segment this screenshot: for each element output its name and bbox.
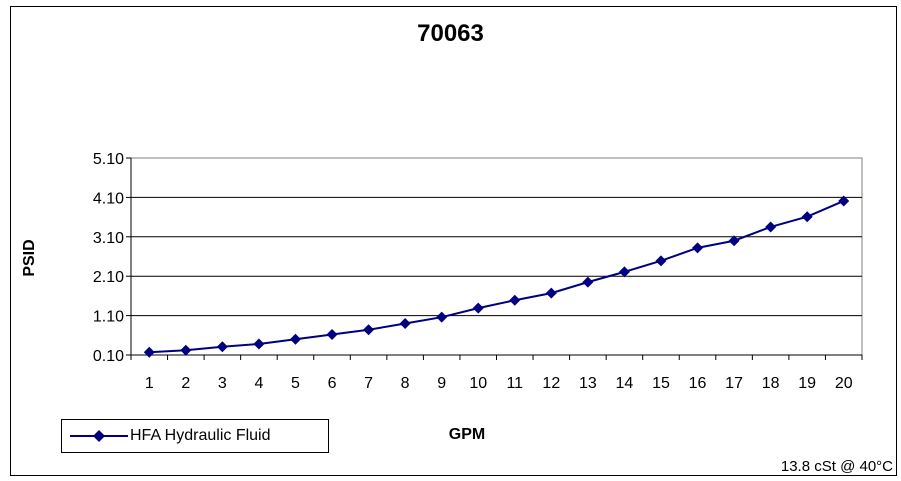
data-point xyxy=(180,344,192,356)
y-tick-label: 0.10 xyxy=(93,348,124,365)
x-tick-label: 1 xyxy=(145,375,154,392)
series-line xyxy=(149,200,845,354)
x-tick-label: 11 xyxy=(506,375,523,392)
x-tick-label: 9 xyxy=(437,375,446,392)
data-point xyxy=(436,311,448,323)
y-tick-label: 4.10 xyxy=(93,190,124,207)
x-tick-label: 14 xyxy=(616,375,634,392)
data-point xyxy=(655,255,667,267)
data-point xyxy=(363,324,375,336)
x-tick-label: 13 xyxy=(579,375,597,392)
y-tick-label: 1.10 xyxy=(93,309,124,326)
x-tick-label: 5 xyxy=(291,375,300,392)
x-tick-label: 20 xyxy=(835,375,853,392)
data-point xyxy=(765,221,777,233)
x-tick-label: 4 xyxy=(254,375,263,392)
data-point xyxy=(582,276,594,288)
legend-series-swatch xyxy=(70,430,128,442)
data-point xyxy=(143,346,155,358)
y-tick-label: 5.10 xyxy=(93,151,124,168)
legend: HFA Hydraulic Fluid xyxy=(61,419,329,453)
y-tick-label: 2.10 xyxy=(93,269,124,286)
data-point xyxy=(326,329,338,341)
data-point xyxy=(472,302,484,314)
data-point xyxy=(618,266,630,278)
x-tick-label: 15 xyxy=(652,375,670,392)
legend-series-label: HFA Hydraulic Fluid xyxy=(130,427,271,444)
viscosity-annotation: 13.8 cSt @ 40°C xyxy=(780,458,893,475)
x-tick-label: 7 xyxy=(364,375,373,392)
data-point xyxy=(801,211,813,223)
chart-title: 70063 xyxy=(417,20,484,47)
y-axis-label: PSID xyxy=(21,239,38,277)
x-axis-label: GPM xyxy=(448,426,486,443)
data-point xyxy=(509,294,521,306)
data-point xyxy=(692,242,704,254)
data-point xyxy=(728,235,740,247)
data-point xyxy=(399,317,411,329)
data-point xyxy=(216,341,228,353)
x-tick-label: 10 xyxy=(469,375,487,392)
data-point xyxy=(253,338,265,350)
x-tick-label: 17 xyxy=(725,375,743,392)
x-tick-label: 19 xyxy=(798,375,816,392)
plot-border xyxy=(130,157,863,356)
x-tick-label: 3 xyxy=(218,375,227,392)
data-point xyxy=(545,287,557,299)
data-point xyxy=(838,195,850,207)
x-tick-label: 16 xyxy=(689,375,707,392)
x-tick-label: 6 xyxy=(328,375,337,392)
x-tick-label: 18 xyxy=(762,375,780,392)
x-tick-label: 8 xyxy=(401,375,410,392)
x-tick-label: 12 xyxy=(542,375,560,392)
y-tick-label: 3.10 xyxy=(93,230,124,247)
x-tick-label: 2 xyxy=(181,375,190,392)
data-point xyxy=(289,333,301,345)
